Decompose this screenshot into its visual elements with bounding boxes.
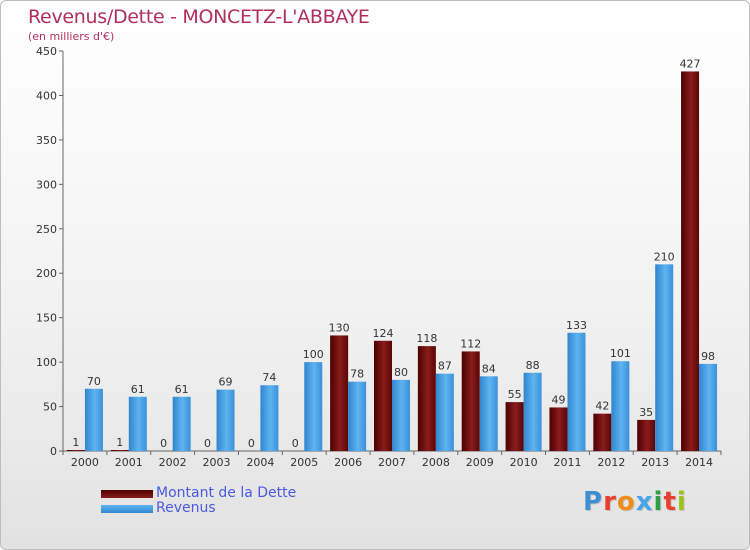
- bar-debt: [461, 351, 480, 451]
- data-label-debt: 427: [680, 57, 701, 70]
- data-label-revenus: 210: [654, 250, 675, 263]
- bar-debt: [66, 450, 85, 451]
- data-label-debt: 0: [292, 437, 299, 450]
- data-label-revenus: 78: [350, 368, 364, 381]
- x-tick-label: 2012: [597, 456, 625, 469]
- x-tick-label: 2010: [510, 456, 538, 469]
- y-tick-label: 400: [36, 89, 57, 102]
- y-tick-label: 300: [36, 178, 57, 191]
- x-tick-label: 2002: [159, 456, 187, 469]
- y-tick-label: 150: [36, 312, 57, 325]
- bar-debt: [637, 419, 656, 451]
- x-tick-label: 2014: [685, 456, 713, 469]
- data-label-debt: 112: [460, 337, 481, 350]
- y-tick-label: 100: [36, 356, 57, 369]
- bars-group: [66, 71, 718, 451]
- y-tick-label: 0: [50, 445, 57, 458]
- bar-revenus: [699, 363, 718, 451]
- chart-title: Revenus/Dette - MONCETZ-L'ABBAYE: [28, 6, 370, 28]
- data-label-debt: 0: [204, 437, 211, 450]
- data-label-revenus: 84: [482, 362, 496, 375]
- x-tick-label: 2001: [115, 456, 143, 469]
- data-label-revenus: 74: [262, 371, 276, 384]
- bar-revenus: [260, 385, 279, 451]
- x-tick-label: 2007: [378, 456, 406, 469]
- bar-debt: [593, 413, 612, 451]
- data-label-debt: 49: [551, 393, 565, 406]
- data-label-revenus: 100: [303, 348, 324, 361]
- y-tick-label: 50: [43, 401, 57, 414]
- data-label-debt: 1: [72, 436, 79, 449]
- x-tick-label: 2011: [553, 456, 581, 469]
- data-label-revenus: 133: [566, 319, 587, 332]
- bar-revenus: [172, 396, 191, 451]
- data-label-revenus: 80: [394, 366, 408, 379]
- bar-revenus: [304, 362, 323, 451]
- data-label-revenus: 61: [131, 383, 145, 396]
- legend-label-revenus: Revenus: [156, 500, 216, 516]
- y-tick-label: 200: [36, 267, 57, 280]
- x-tick-label: 2003: [203, 456, 231, 469]
- logo-letter: i: [653, 487, 664, 517]
- bar-revenus: [523, 372, 542, 451]
- bar-debt: [374, 340, 392, 451]
- y-tick-label: 250: [36, 223, 57, 236]
- y-tick-label: 450: [36, 45, 57, 58]
- bar-revenus: [479, 376, 498, 451]
- bar-revenus: [128, 396, 147, 451]
- x-tick-label: 2004: [246, 456, 274, 469]
- data-label-debt: 130: [329, 321, 350, 334]
- data-label-debt: 55: [508, 388, 522, 401]
- data-label-debt: 1: [116, 436, 123, 449]
- data-label-revenus: 87: [438, 360, 452, 373]
- bar-revenus: [348, 381, 367, 451]
- y-tick-label: 350: [36, 134, 57, 147]
- data-label-revenus: 69: [219, 376, 233, 389]
- x-tick-label: 2006: [334, 456, 362, 469]
- bar-debt: [417, 346, 436, 451]
- proxiti-logo: Proxiti: [583, 487, 687, 517]
- data-label-debt: 118: [416, 332, 437, 345]
- bar-debt: [505, 402, 524, 451]
- data-label-debt: 124: [373, 327, 394, 340]
- data-label-debt: 0: [160, 437, 167, 450]
- bar-revenus: [216, 389, 235, 451]
- bar-revenus: [611, 361, 630, 451]
- logo-letter: P: [583, 487, 604, 517]
- legend-swatch-revenus: [101, 505, 153, 513]
- data-label-debt: 42: [595, 400, 609, 413]
- logo-letter: r: [603, 487, 617, 517]
- data-label-revenus: 98: [701, 350, 715, 363]
- chart-subtitle: (en milliers d'€): [28, 30, 115, 43]
- x-tick-label: 2009: [466, 456, 494, 469]
- logo-letter: o: [616, 487, 636, 517]
- data-label-revenus: 101: [610, 347, 631, 360]
- x-tick-label: 2013: [641, 456, 669, 469]
- data-label-revenus: 61: [175, 383, 189, 396]
- bar-debt: [110, 450, 129, 451]
- logo-letter: x: [635, 487, 654, 517]
- data-label-debt: 35: [639, 406, 653, 419]
- x-tick-label: 2008: [422, 456, 450, 469]
- data-label-debt: 0: [248, 437, 255, 450]
- bar-revenus: [84, 388, 103, 451]
- legend-swatch-debt: [101, 490, 153, 498]
- bar-debt: [549, 407, 568, 451]
- bar-revenus: [655, 264, 674, 451]
- bar-debt: [330, 335, 349, 451]
- data-label-revenus: 70: [87, 375, 101, 388]
- x-tick-label: 2005: [290, 456, 318, 469]
- data-label-revenus: 88: [526, 359, 540, 372]
- legend-label-debt: Montant de la Dette: [156, 485, 297, 501]
- bar-revenus: [435, 373, 454, 451]
- logo-letter: t: [663, 487, 677, 517]
- bar-debt: [681, 71, 700, 451]
- bar-revenus: [567, 332, 586, 451]
- logo-letter: i: [676, 487, 687, 517]
- x-tick-label: 2000: [71, 456, 99, 469]
- bar-revenus: [392, 379, 410, 451]
